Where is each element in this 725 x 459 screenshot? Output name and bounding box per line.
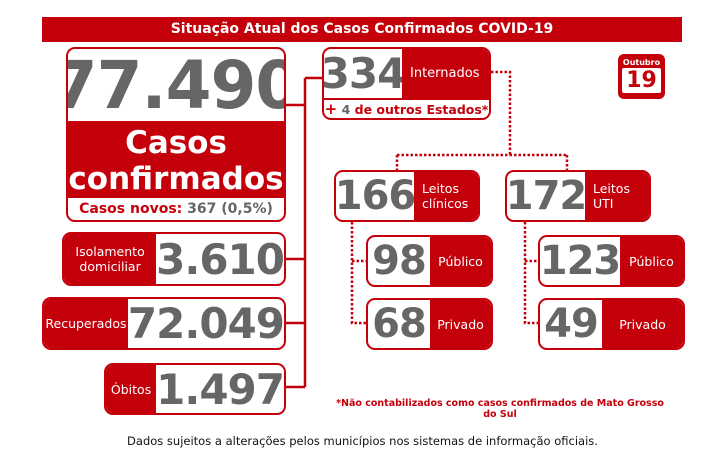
clinical-private-label: Privado (430, 300, 491, 348)
icu-label-line1: Leitos (593, 181, 630, 196)
icu-public-value: 123 (539, 238, 621, 284)
calendar-day: 19 (622, 68, 661, 93)
footer-disclaimer: Dados sujeitos a alterações pelos municí… (127, 434, 598, 448)
icu-public-label: Público (620, 237, 683, 285)
icu-beds-card: 172 Leitos UTI (505, 170, 651, 222)
icu-private-card: 49 Privado (538, 298, 685, 350)
confirmed-label: Casos confirmados (68, 121, 284, 198)
hospitalized-value: 334 (322, 49, 406, 98)
deaths-card: Óbitos 1.497 (104, 363, 286, 415)
new-cases: Casos novos: 367 (0,5%) (68, 198, 284, 220)
home-isolation-line1: Isolamento (75, 244, 145, 259)
home-isolation-label: Isolamento domiciliar (64, 234, 157, 284)
icu-private-label: Privado (602, 300, 683, 348)
confirmed-label-line2: confirmados (68, 161, 284, 197)
confirmed-label-line1: Casos (125, 125, 227, 161)
confirmed-cases-card: 77.490 Casos confirmados Casos novos: 36… (66, 47, 286, 222)
clinical-private-card: 68 Privado (366, 298, 493, 350)
icu-public-card: 123 Público (538, 235, 685, 287)
icu-beds-label: Leitos UTI (585, 172, 649, 220)
clinical-public-label: Público (430, 237, 491, 285)
clinical-public-card: 98 Público (366, 235, 493, 287)
home-isolation-line2: domiciliar (79, 259, 141, 274)
icu-private-value: 49 (544, 301, 599, 347)
hospitalized-label: Internados (402, 49, 489, 98)
recovered-card: Recuperados 72.049 (42, 297, 286, 350)
recovered-value: 72.049 (127, 299, 284, 348)
clinical-label-line2: clínicos (422, 196, 469, 211)
home-isolation-card: Isolamento domiciliar 3.610 (62, 232, 286, 286)
footnote: *Não contabilizados como casos confirmad… (336, 398, 664, 420)
clinical-private-value: 68 (372, 301, 427, 347)
recovered-label: Recuperados (44, 299, 128, 348)
icu-label-line2: UTI (593, 196, 614, 211)
home-isolation-value: 3.610 (156, 234, 284, 284)
calendar-month: Outubro (622, 58, 661, 67)
icu-beds-value: 172 (505, 173, 587, 219)
other-states-label: de outros Estados* (354, 102, 489, 117)
other-states-value: 4 (341, 102, 351, 117)
deaths-label: Óbitos (106, 365, 157, 413)
page-title: Situação Atual dos Casos Confirmados COV… (42, 17, 682, 42)
hospitalized-card: 334 Internados + 4 de outros Estados* (322, 47, 491, 120)
new-cases-label: Casos novos: (79, 201, 183, 217)
clinical-beds-value: 166 (334, 173, 416, 219)
clinical-beds-card: 166 Leitos clínicos (334, 170, 480, 222)
new-cases-value: 367 (0,5%) (187, 201, 273, 217)
calendar-icon: Outubro 19 (618, 54, 665, 99)
confirmed-value: 77.490 (68, 47, 284, 124)
clinical-public-value: 98 (372, 238, 427, 284)
plus-icon: + (324, 100, 338, 118)
clinical-beds-label: Leitos clínicos (414, 172, 478, 220)
other-states: + 4 de outros Estados* (324, 98, 489, 118)
clinical-label-line1: Leitos (422, 181, 459, 196)
deaths-value: 1.497 (156, 364, 284, 414)
